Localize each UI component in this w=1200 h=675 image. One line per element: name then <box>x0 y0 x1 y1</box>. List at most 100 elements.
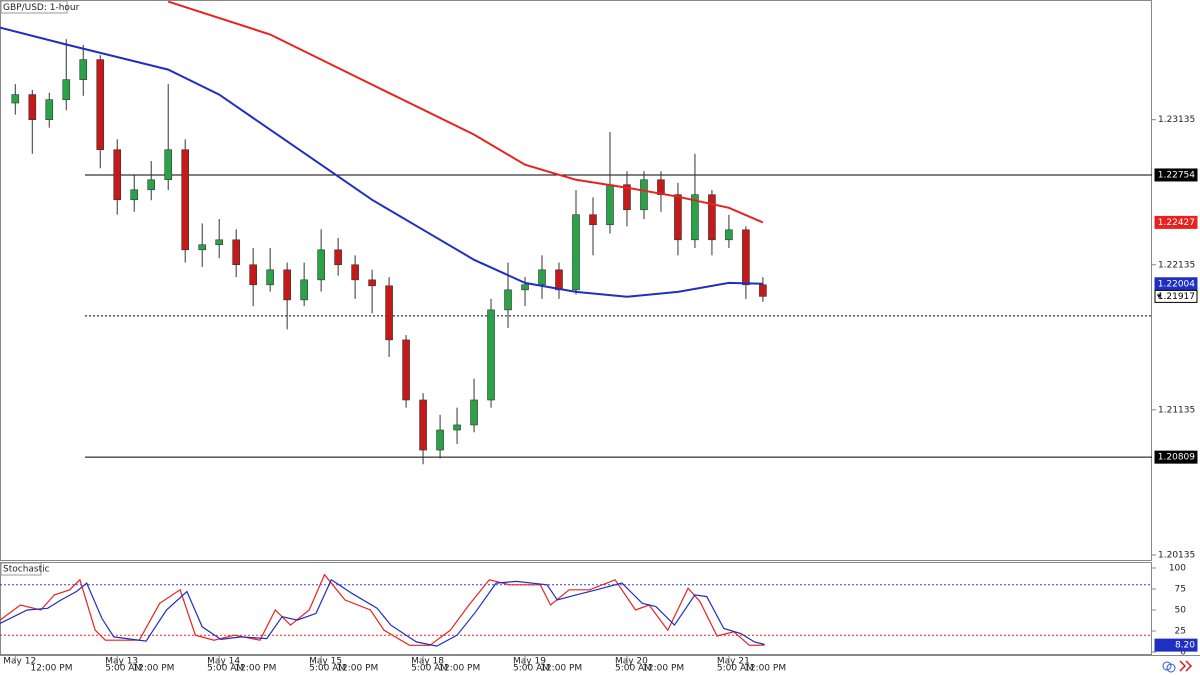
y-tick-label: 1.22135 <box>1158 260 1195 270</box>
y-tick-label: 100 <box>1169 564 1186 574</box>
x-date-label: May 19 <box>513 657 546 667</box>
candle-body <box>181 149 190 251</box>
price-tag-arrow <box>1157 294 1161 299</box>
candle-body <box>266 269 274 286</box>
series-line <box>167 0 764 224</box>
price-tag-box <box>1154 638 1198 652</box>
price-tag-box <box>1154 168 1198 182</box>
price-tag-label: 1.22004 <box>1158 279 1195 289</box>
toolbar-icons <box>1162 660 1193 673</box>
price-tag-box <box>1154 215 1198 229</box>
x-time-label: 12:00 PM <box>336 664 378 674</box>
price-tag-label: 1.20809 <box>1158 453 1195 463</box>
x-time-label: 12:00 PM <box>438 664 480 674</box>
candle-body <box>198 244 206 251</box>
price-tag-label: 8.20 <box>1175 641 1195 651</box>
series-line <box>0 573 765 646</box>
x-time-label: 5:00 AM <box>411 664 448 674</box>
panel-title: GBP/USD: 1-hour <box>3 3 80 13</box>
panel-title-box <box>0 0 68 14</box>
panel-title: Stochastic <box>3 565 50 575</box>
x-time-label: 5:00 AM <box>309 664 346 674</box>
candle-body <box>28 94 37 120</box>
x-time-label: 5:00 AM <box>513 664 550 674</box>
candle-body <box>232 239 240 266</box>
y-tick-label: 0 <box>1180 648 1186 658</box>
x-time-label: 12:00 PM <box>132 664 174 674</box>
candle-body <box>691 194 699 241</box>
series-line <box>0 26 763 298</box>
y-tick-label: 1.21135 <box>1158 405 1195 415</box>
x-date-label: May 18 <box>411 657 444 667</box>
x-date-label: May 13 <box>105 657 138 667</box>
candle-body <box>11 94 20 104</box>
candle-body <box>113 149 122 201</box>
candle-body <box>742 229 750 286</box>
price-tag-label: 1.21917 <box>1158 292 1195 302</box>
x-time-label: 12:00 PM <box>540 664 582 674</box>
candle-body <box>436 429 444 451</box>
y-tick-label: 1.20135 <box>1158 550 1195 560</box>
series-line <box>0 578 765 647</box>
candle-body <box>589 214 597 226</box>
candle-body <box>79 59 88 80</box>
candle-body <box>300 279 308 301</box>
candle-body <box>96 59 105 151</box>
x-time-label: 12:00 PM <box>234 664 276 674</box>
candle-body <box>215 239 223 246</box>
candle-body <box>249 264 257 286</box>
candle-body <box>402 339 410 401</box>
y-tick-label: 1.23135 <box>1158 115 1195 125</box>
candle-body <box>504 289 512 311</box>
candle-body <box>453 424 461 431</box>
price-tag-box <box>1154 289 1198 303</box>
x-time-label: 5:00 AM <box>615 664 652 674</box>
x-time-label: 12:00 PM <box>744 664 786 674</box>
candle-body <box>334 249 342 266</box>
price-tag-label: 1.22754 <box>1158 170 1195 180</box>
candle-body <box>623 184 631 211</box>
candle-body <box>470 399 478 426</box>
price-tag-box <box>1154 450 1198 464</box>
candle-body <box>521 284 529 291</box>
candle-body <box>62 79 71 100</box>
panel-title-box <box>0 562 42 576</box>
scroll-icon[interactable] <box>1179 660 1193 672</box>
candle-body <box>759 284 767 297</box>
candle-body <box>674 194 682 241</box>
y-tick-label: 75 <box>1175 585 1186 595</box>
x-time-label: 12:00 PM <box>30 664 72 674</box>
price-tag-box <box>1154 277 1198 291</box>
candle-body <box>317 249 325 281</box>
x-date-label: May 14 <box>207 657 240 667</box>
candle-body <box>640 179 648 211</box>
candle-body <box>45 99 54 120</box>
candle-body <box>351 264 359 281</box>
x-time-label: 5:00 AM <box>717 664 754 674</box>
candle-body <box>487 309 495 401</box>
x-date-label: May 15 <box>309 657 342 667</box>
x-date-label: May 21 <box>717 657 750 667</box>
candle-body <box>555 269 563 291</box>
candle-body <box>147 179 156 191</box>
x-time-label: 12:00 PM <box>642 664 684 674</box>
candle-body <box>725 229 733 241</box>
candle-body <box>606 184 614 226</box>
main-panel-border <box>0 0 1152 561</box>
candle-body <box>368 279 376 287</box>
x-time-label: 5:00 AM <box>207 664 244 674</box>
candle-body <box>385 285 393 341</box>
stoch-panel-border <box>0 562 1152 655</box>
x-time-label: 5:00 AM <box>105 664 142 674</box>
candle-body <box>572 214 580 291</box>
candle-body <box>538 269 546 286</box>
x-date-label: May 20 <box>615 657 648 667</box>
link-icon-part <box>1166 663 1176 673</box>
candle-body <box>708 194 716 241</box>
candle-body <box>419 399 427 451</box>
candle-body <box>130 189 139 201</box>
candle-body <box>164 149 173 181</box>
candle-body <box>283 269 291 301</box>
